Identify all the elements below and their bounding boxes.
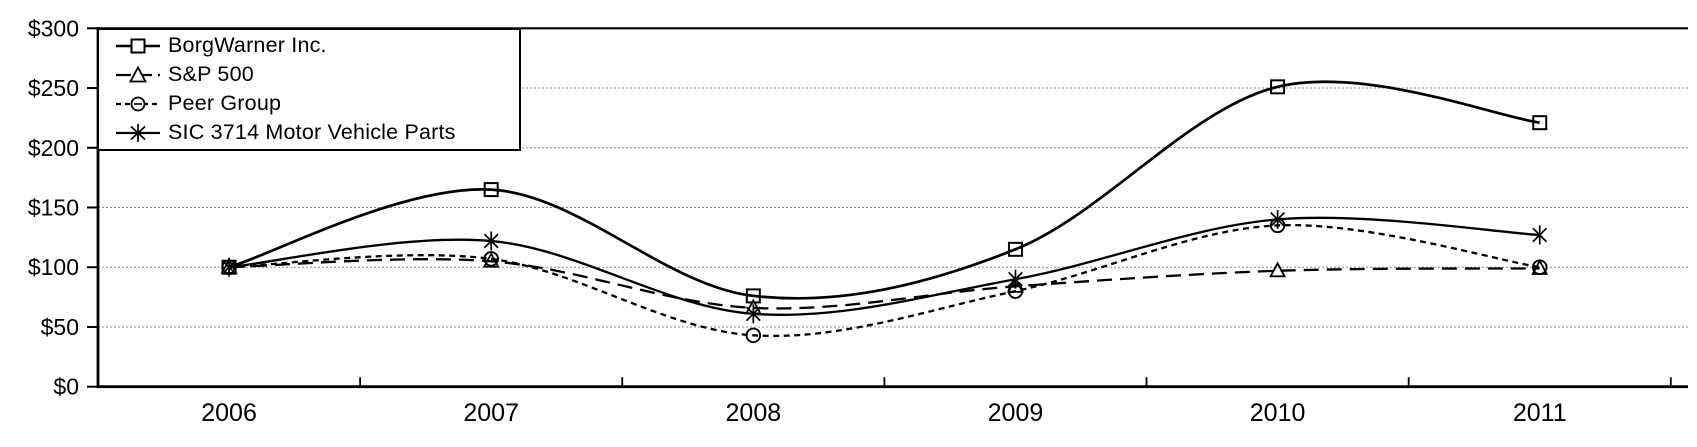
legend-item-peer-group: Peer Group <box>99 89 519 118</box>
x-axis-label: 2010 <box>1250 399 1306 427</box>
asterisk-marker-icon <box>483 233 499 249</box>
square-marker-icon <box>1532 115 1548 131</box>
triangle-marker-icon <box>116 65 160 82</box>
triangle-marker-icon <box>1269 261 1287 278</box>
circle-marker-icon <box>116 96 160 111</box>
y-axis-tick-label: $50 <box>41 314 79 340</box>
y-axis-tick-label: $100 <box>28 254 79 280</box>
chart-legend: BorgWarner Inc. S&P 500 Peer Group <box>97 28 521 151</box>
legend-item-sic3714: SIC 3714 Motor Vehicle Parts <box>99 118 519 147</box>
y-axis-tick-label: $0 <box>53 374 79 400</box>
asterisk-marker-icon <box>221 259 237 275</box>
legend-label-peer-group: Peer Group <box>168 91 282 115</box>
asterisk-marker-icon <box>116 123 160 142</box>
x-axis-label: 2009 <box>988 399 1044 427</box>
y-axis-tick-label: $150 <box>28 195 79 221</box>
circle-marker-icon <box>745 327 762 344</box>
asterisk-marker-icon <box>1532 227 1548 243</box>
x-axis-label: 2006 <box>201 399 257 427</box>
legend-label-sp500: S&P 500 <box>168 62 254 86</box>
y-axis-tick-label: $250 <box>28 75 79 101</box>
square-marker-icon <box>1270 79 1286 95</box>
legend-label-sic3714: SIC 3714 Motor Vehicle Parts <box>168 120 456 144</box>
triangle-marker-icon <box>482 251 500 268</box>
x-axis-label: 2008 <box>726 399 782 427</box>
y-axis-tick-label: $200 <box>28 135 79 161</box>
y-axis-tick-label: $300 <box>28 15 79 41</box>
series-line-triangle <box>229 258 1540 310</box>
circle-marker-icon <box>483 251 499 267</box>
square-marker-icon <box>483 182 499 198</box>
square-marker-icon <box>116 38 160 53</box>
legend-item-borgwarner: BorgWarner Inc. <box>99 31 519 60</box>
x-axis-label: 2011 <box>1513 399 1567 427</box>
legend-item-sp500: S&P 500 <box>99 60 519 89</box>
series-line-asterisk <box>228 216 1540 316</box>
series-line-square <box>228 80 1540 300</box>
asterisk-marker-icon <box>745 306 761 322</box>
square-marker-icon <box>1007 241 1023 257</box>
square-marker-icon <box>745 288 761 304</box>
x-axis-label: 2007 <box>463 399 519 427</box>
legend-label-borgwarner: BorgWarner Inc. <box>168 33 327 57</box>
asterisk-marker-icon <box>1008 271 1023 287</box>
circle-marker-icon <box>1531 259 1548 275</box>
asterisk-marker-icon <box>1270 212 1286 227</box>
